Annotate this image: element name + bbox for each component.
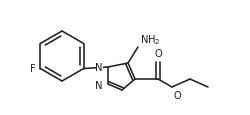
- Text: O: O: [154, 49, 162, 59]
- Text: N: N: [96, 62, 103, 72]
- Text: F: F: [30, 64, 35, 74]
- Text: N: N: [96, 80, 103, 90]
- Text: NH$_2$: NH$_2$: [140, 33, 160, 47]
- Text: O: O: [174, 90, 182, 100]
